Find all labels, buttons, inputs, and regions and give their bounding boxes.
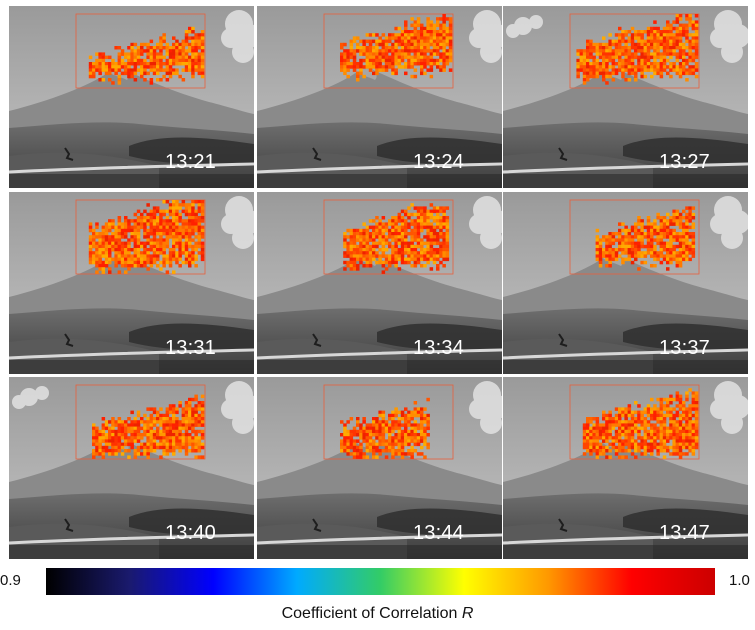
correlation-map bbox=[576, 14, 699, 85]
colorbar bbox=[46, 568, 715, 595]
correlation-map bbox=[88, 26, 205, 85]
roi-rectangle bbox=[75, 384, 206, 460]
cloud bbox=[469, 196, 502, 249]
correlation-map bbox=[595, 206, 696, 271]
volcano-photo bbox=[503, 192, 748, 374]
roi-rectangle bbox=[323, 13, 454, 89]
roi-rectangle bbox=[75, 199, 206, 275]
cloud bbox=[221, 10, 254, 63]
cloud bbox=[710, 196, 748, 249]
cloud bbox=[469, 10, 502, 63]
colorbar-title: Coefficient of Correlation R bbox=[0, 605, 755, 623]
volcano-photo bbox=[257, 6, 502, 188]
correlation-map bbox=[88, 200, 205, 274]
roi-rectangle bbox=[569, 13, 700, 89]
cloud bbox=[506, 10, 748, 63]
volcano-photo bbox=[9, 377, 254, 559]
colorbar-min-label: 0.9 bbox=[0, 572, 21, 589]
volcano-photo bbox=[9, 192, 254, 374]
panel-time-label: 13:47 bbox=[658, 522, 710, 544]
cloud bbox=[221, 196, 254, 249]
correlation-map bbox=[340, 397, 430, 459]
volcano-panel: 13:31 bbox=[9, 192, 254, 374]
volcano-panel: 13:21 bbox=[9, 6, 254, 188]
volcano-photo bbox=[503, 377, 748, 559]
roi-rectangle bbox=[569, 199, 700, 275]
volcano-photo bbox=[257, 192, 502, 374]
volcano-panel: 13:37 bbox=[503, 192, 748, 374]
volcano-photo bbox=[503, 6, 748, 188]
volcano-photo bbox=[9, 6, 254, 188]
volcano-panel: 13:47 bbox=[503, 377, 748, 559]
roi-rectangle bbox=[323, 384, 454, 460]
correlation-map bbox=[340, 14, 453, 82]
volcano-photo bbox=[257, 377, 502, 559]
panel-grid: 13:21 13:24 13:27 13:31 13:34 13:37 13:40 13:44… bbox=[9, 6, 755, 559]
panel-time-label: 13:34 bbox=[412, 337, 464, 359]
volcano-panel: 13:44 bbox=[257, 377, 502, 559]
volcano-panel: 13:34 bbox=[257, 192, 502, 374]
panel-time-label: 13:31 bbox=[164, 337, 216, 359]
panel-time-label: 13:37 bbox=[658, 337, 710, 359]
volcano-panel: 13:24 bbox=[257, 6, 502, 188]
colorbar-max-label: 1.0 bbox=[729, 572, 750, 589]
cloud bbox=[12, 381, 254, 434]
correlation-map bbox=[343, 203, 450, 274]
correlation-map bbox=[92, 394, 205, 459]
colorbar-title-text: Coefficient of Correlation bbox=[281, 605, 458, 622]
panel-time-label: 13:27 bbox=[658, 151, 710, 173]
volcano-panel: 13:40 bbox=[9, 377, 254, 559]
colorbar-title-symbol: R bbox=[461, 605, 474, 622]
cloud bbox=[469, 381, 502, 434]
panel-time-label: 13:21 bbox=[164, 151, 216, 173]
volcano-panel: 13:27 bbox=[503, 6, 748, 188]
correlation-map bbox=[582, 388, 699, 459]
roi-rectangle bbox=[569, 384, 700, 460]
cloud bbox=[710, 381, 748, 434]
panel-time-label: 13:40 bbox=[164, 522, 216, 544]
roi-rectangle bbox=[323, 199, 454, 275]
panel-time-label: 13:44 bbox=[412, 522, 464, 544]
roi-rectangle bbox=[75, 13, 206, 89]
panel-time-label: 13:24 bbox=[412, 151, 464, 173]
